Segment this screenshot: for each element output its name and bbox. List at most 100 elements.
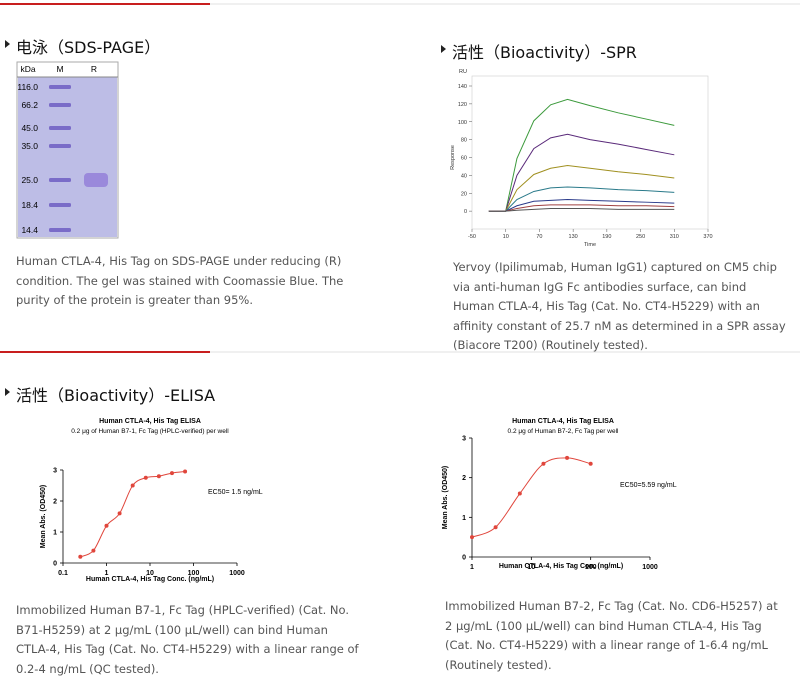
x-tick-label: 310 — [670, 234, 679, 240]
section-title: 电泳（SDS-PAGE） — [16, 38, 161, 57]
y-tick-label: 2 — [462, 475, 466, 482]
x-tick-label: 100 — [188, 570, 200, 577]
y-tick-label: 40 — [461, 173, 467, 179]
y-axis-label: Response — [450, 145, 456, 170]
marker-label: 14.4 — [21, 225, 38, 235]
spr-curve — [488, 133, 675, 212]
y-tick-label: 3 — [53, 468, 57, 475]
data-point — [104, 523, 109, 528]
y-axis-label: Mean Abs. (OD450) — [442, 466, 449, 530]
marker-band — [49, 103, 71, 107]
annotation: EC50=5.59 ng/mL — [620, 482, 677, 489]
data-point — [117, 511, 122, 516]
x-tick-label: 190 — [602, 234, 611, 240]
x-tick-label: 70 — [536, 234, 542, 240]
x-tick-label: 10 — [503, 234, 509, 240]
caption: Immobilized Human B7-1, Fc Tag (HPLC-ver… — [16, 603, 359, 676]
spr-curve — [488, 98, 675, 212]
marker-label: 18.4 — [21, 200, 38, 210]
bullet — [5, 388, 10, 396]
chart-subtitle: 0.2 μg of Human B7-1, Fc Tag (HPLC-verif… — [71, 428, 229, 435]
spr-curve — [488, 199, 675, 212]
spr-curve — [488, 204, 675, 212]
marker-label: 66.2 — [21, 100, 38, 110]
caption: Immobilized Human B7-2, Fc Tag (Cat. No.… — [445, 599, 778, 672]
marker-band — [49, 228, 71, 232]
data-point — [470, 535, 474, 540]
data-point — [91, 548, 96, 553]
annotation: EC50= 1.5 ng/mL — [208, 489, 263, 496]
data-point — [156, 474, 161, 479]
chart-title: Human CTLA-4, His Tag ELISA — [512, 418, 614, 425]
x-tick-label: 1000 — [642, 564, 658, 571]
y-tick-label: 0 — [464, 209, 467, 215]
marker-band — [49, 203, 71, 207]
marker-label: 25.0 — [21, 175, 38, 185]
fit-curve — [471, 457, 591, 538]
marker-band — [49, 144, 71, 148]
caption: Yervoy (Ipilimumab, Human IgG1) captured… — [453, 260, 786, 352]
x-tick-label: 250 — [636, 234, 645, 240]
data-point — [78, 554, 83, 559]
data-point — [183, 469, 188, 474]
y-tick-label: 80 — [461, 138, 467, 144]
y-tick-label: 0 — [462, 555, 466, 562]
marker-band — [49, 85, 71, 89]
data-point — [541, 461, 546, 466]
sample-band — [84, 173, 108, 187]
x-tick-label: 10 — [527, 564, 535, 571]
marker-label: 35.0 — [21, 141, 38, 151]
data-point — [143, 475, 148, 480]
bullet — [441, 45, 446, 53]
x-tick-label: 1 — [105, 570, 109, 577]
spr-curve — [488, 186, 675, 212]
y-axis-label: Mean Abs. (OD450) — [40, 485, 47, 549]
x-tick-label: 370 — [703, 234, 712, 240]
x-axis-label: Time — [584, 242, 596, 248]
gel-unit: kDa — [20, 64, 35, 74]
marker-label: 116.0 — [17, 82, 38, 92]
caption: Human CTLA-4, His Tag on SDS-PAGE under … — [16, 254, 344, 307]
plot-frame — [471, 75, 709, 230]
spr-curve — [488, 165, 675, 212]
data-point — [169, 471, 174, 476]
lane-label: M — [56, 64, 63, 74]
x-axis-label: Human CTLA-4, His Tag Con. (ng/mL) — [499, 563, 623, 570]
y-tick-label: 1 — [53, 530, 57, 537]
y-tick-label: 3 — [462, 436, 466, 443]
y-tick-label: 140 — [458, 84, 467, 90]
y-tick-label: 20 — [461, 191, 467, 197]
data-point — [565, 455, 570, 460]
x-tick-label: 1 — [470, 564, 474, 571]
x-axis-label: Human CTLA-4, His Tag Conc. (ng/mL) — [86, 576, 214, 583]
bullet — [5, 40, 10, 48]
x-tick-label: 1000 — [229, 570, 245, 577]
y-tick-label: 100 — [458, 120, 467, 126]
x-tick-label: -50 — [468, 234, 476, 240]
y-tick-label: 120 — [458, 102, 467, 108]
y-tick-label: 0 — [53, 561, 57, 568]
lane-label: R — [91, 64, 97, 74]
x-tick-label: 130 — [569, 234, 578, 240]
data-point — [588, 461, 593, 466]
data-point — [517, 491, 522, 496]
x-tick-label: 0.1 — [58, 570, 68, 577]
marker-label: 45.0 — [21, 123, 38, 133]
y-tick-label: 1 — [462, 515, 466, 522]
data-point — [493, 525, 498, 530]
x-tick-label: 10 — [146, 570, 154, 577]
marker-band — [49, 178, 71, 182]
chart-subtitle: 0.2 μg of Human B7-2, Fc Tag per well — [508, 428, 619, 435]
spr-curve — [488, 207, 675, 212]
y-unit: RU — [459, 69, 467, 75]
section-title: 活性（Bioactivity）-SPR — [452, 43, 637, 62]
data-point — [130, 483, 135, 488]
marker-band — [49, 126, 71, 130]
chart-title: Human CTLA-4, His Tag ELISA — [99, 418, 201, 425]
y-tick-label: 60 — [461, 156, 467, 162]
x-tick-label: 100 — [585, 564, 597, 571]
section-title: 活性（Bioactivity）-ELISA — [16, 386, 216, 405]
y-tick-label: 2 — [53, 499, 57, 506]
